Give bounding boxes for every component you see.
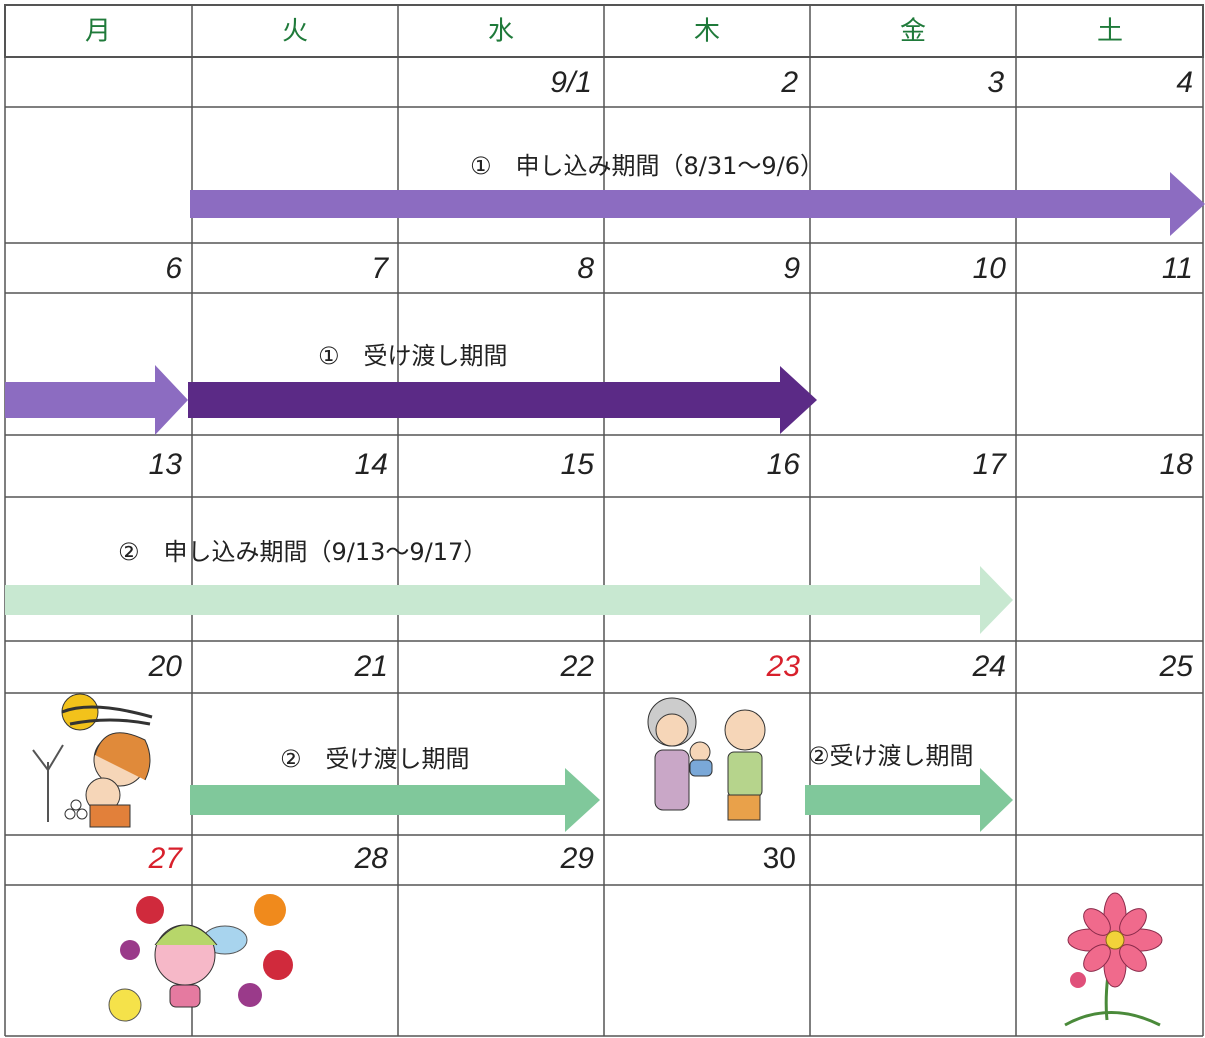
arrow — [5, 566, 1013, 634]
date: 18 — [1160, 448, 1194, 481]
date: 14 — [355, 448, 388, 481]
date: 9 — [783, 252, 800, 285]
date: 15 — [561, 448, 595, 481]
date: 2 — [780, 66, 798, 99]
event-label: ① 受け渡し期間 — [318, 342, 508, 370]
date: 6 — [165, 252, 182, 285]
event-label: ② 受け渡し期間 — [280, 745, 470, 773]
day-name: 金 — [900, 17, 926, 47]
arrow — [805, 768, 1013, 832]
date: 4 — [1176, 66, 1193, 99]
arrow — [190, 768, 600, 832]
week: 6 7 8 9 10 11 ① 受け渡し期間 — [165, 252, 1193, 370]
date: 16 — [767, 448, 801, 481]
arrow — [5, 365, 188, 435]
arrow — [190, 172, 1205, 236]
date: 10 — [973, 252, 1007, 285]
arrow — [188, 366, 817, 434]
date: 17 — [973, 448, 1008, 481]
calendar-grid — [4, 4, 1204, 1037]
date: 27 — [148, 842, 184, 875]
date: 24 — [972, 650, 1006, 683]
date: 20 — [148, 650, 183, 683]
date: 30 — [763, 842, 796, 875]
day-name: 土 — [1097, 17, 1123, 47]
day-name: 火 — [282, 17, 308, 47]
header: 月 火 水 木 金 土 — [85, 17, 1123, 47]
event-label: ② 申し込み期間（9/13～9/17） — [118, 538, 487, 566]
date: 7 — [371, 252, 389, 285]
date: 13 — [149, 448, 183, 481]
event-label: ②受け渡し期間 — [808, 742, 974, 770]
week: 20 21 22 23 24 25 ② 受け渡し期間 ②受け渡し期間 — [148, 650, 1194, 773]
moon-viewing-illustration — [32, 693, 153, 828]
day-name: 木 — [694, 17, 720, 47]
date: 28 — [354, 842, 389, 875]
date: 9/1 — [550, 66, 592, 99]
date: 8 — [577, 252, 594, 285]
date: 3 — [987, 66, 1004, 99]
week: 13 14 15 16 17 18 ② 申し込み期間（9/13～9/17） — [118, 448, 1193, 566]
grandparents-illustration — [647, 697, 766, 821]
date: 25 — [1159, 650, 1194, 683]
week: 27 28 29 30 — [148, 842, 796, 875]
date: 21 — [354, 650, 388, 683]
date: 23 — [766, 650, 801, 683]
week: 9/1 2 3 4 ① 申し込み期間（8/31～9/6） — [470, 66, 1193, 180]
flower-fairy-illustration — [108, 894, 293, 1022]
cosmos-illustration — [1064, 892, 1163, 1027]
event-label: ① 申し込み期間（8/31～9/6） — [470, 152, 824, 180]
day-name: 月 — [85, 17, 111, 47]
date: 22 — [560, 650, 595, 683]
day-name: 水 — [488, 17, 514, 47]
date: 11 — [1162, 252, 1193, 285]
date: 29 — [560, 842, 595, 875]
